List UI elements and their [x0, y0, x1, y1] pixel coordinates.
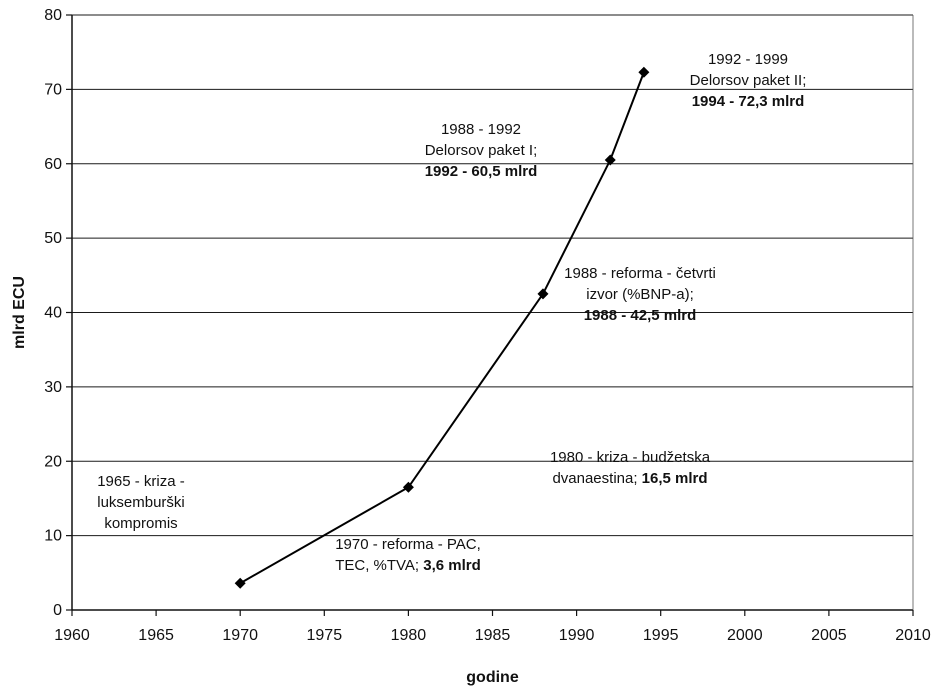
- y-tick-label: 10: [44, 528, 62, 545]
- annotations: 1965 - kriza -luksemburški kompromis 1970 …: [97, 51, 806, 574]
- annotation-label: 1965 - kriza -luksemburški kompromis: [97, 473, 185, 532]
- y-tick-label: 20: [44, 453, 62, 470]
- annotation-label: 1970 - reforma - PAC, TEC, %TVA; 3,6 mlrd: [335, 536, 481, 574]
- x-tick-label: 1990: [559, 627, 595, 644]
- x-tick-label: 1980: [391, 627, 427, 644]
- x-axis-title: godine: [466, 669, 519, 686]
- x-tick-label: 2005: [811, 627, 847, 644]
- x-tick-label: 1995: [643, 627, 679, 644]
- y-tick-label: 50: [44, 230, 62, 247]
- y-tick-label: 70: [44, 81, 62, 98]
- data-point: [537, 288, 549, 300]
- x-tick-label: 1985: [475, 627, 511, 644]
- gridlines: [72, 14, 913, 537]
- x-tick-label: 2010: [895, 627, 931, 644]
- y-tick-label: 30: [44, 379, 62, 396]
- annotation-label: 1980 - kriza - budžetska dvanaestina; 16,…: [550, 449, 711, 487]
- data-point: [234, 577, 246, 589]
- tick-labels: 0 10 20 30 40 50 60 70 80 1960 1965 1970 1975 1980 198…: [44, 7, 931, 644]
- series: [234, 66, 650, 589]
- y-axis-title: mlrd ECU: [11, 276, 28, 349]
- y-tick-label: 40: [44, 305, 62, 322]
- x-tick-label: 1960: [54, 627, 90, 644]
- axes: [66, 14, 914, 616]
- y-tick-label: 80: [44, 7, 62, 24]
- x-tick-label: 1975: [307, 627, 343, 644]
- annotation-label: 1988 - reforma - četvrti izvor (%BNP-a); 1…: [564, 265, 716, 324]
- x-tick-label: 1970: [222, 627, 258, 644]
- y-tick-label: 0: [53, 602, 62, 619]
- y-tick-label: 60: [44, 156, 62, 173]
- annotation-label: 1988 - 1992 Delorsov paket I; 1992 - 60,5 …: [425, 121, 538, 180]
- x-tick-label: 2000: [727, 627, 763, 644]
- data-point: [638, 66, 650, 78]
- data-point: [604, 154, 616, 166]
- annotation-label: 1992 - 1999 Delorsov paket II; 1994 - 72,3…: [690, 51, 807, 110]
- x-tick-label: 1965: [138, 627, 174, 644]
- data-point: [402, 481, 414, 493]
